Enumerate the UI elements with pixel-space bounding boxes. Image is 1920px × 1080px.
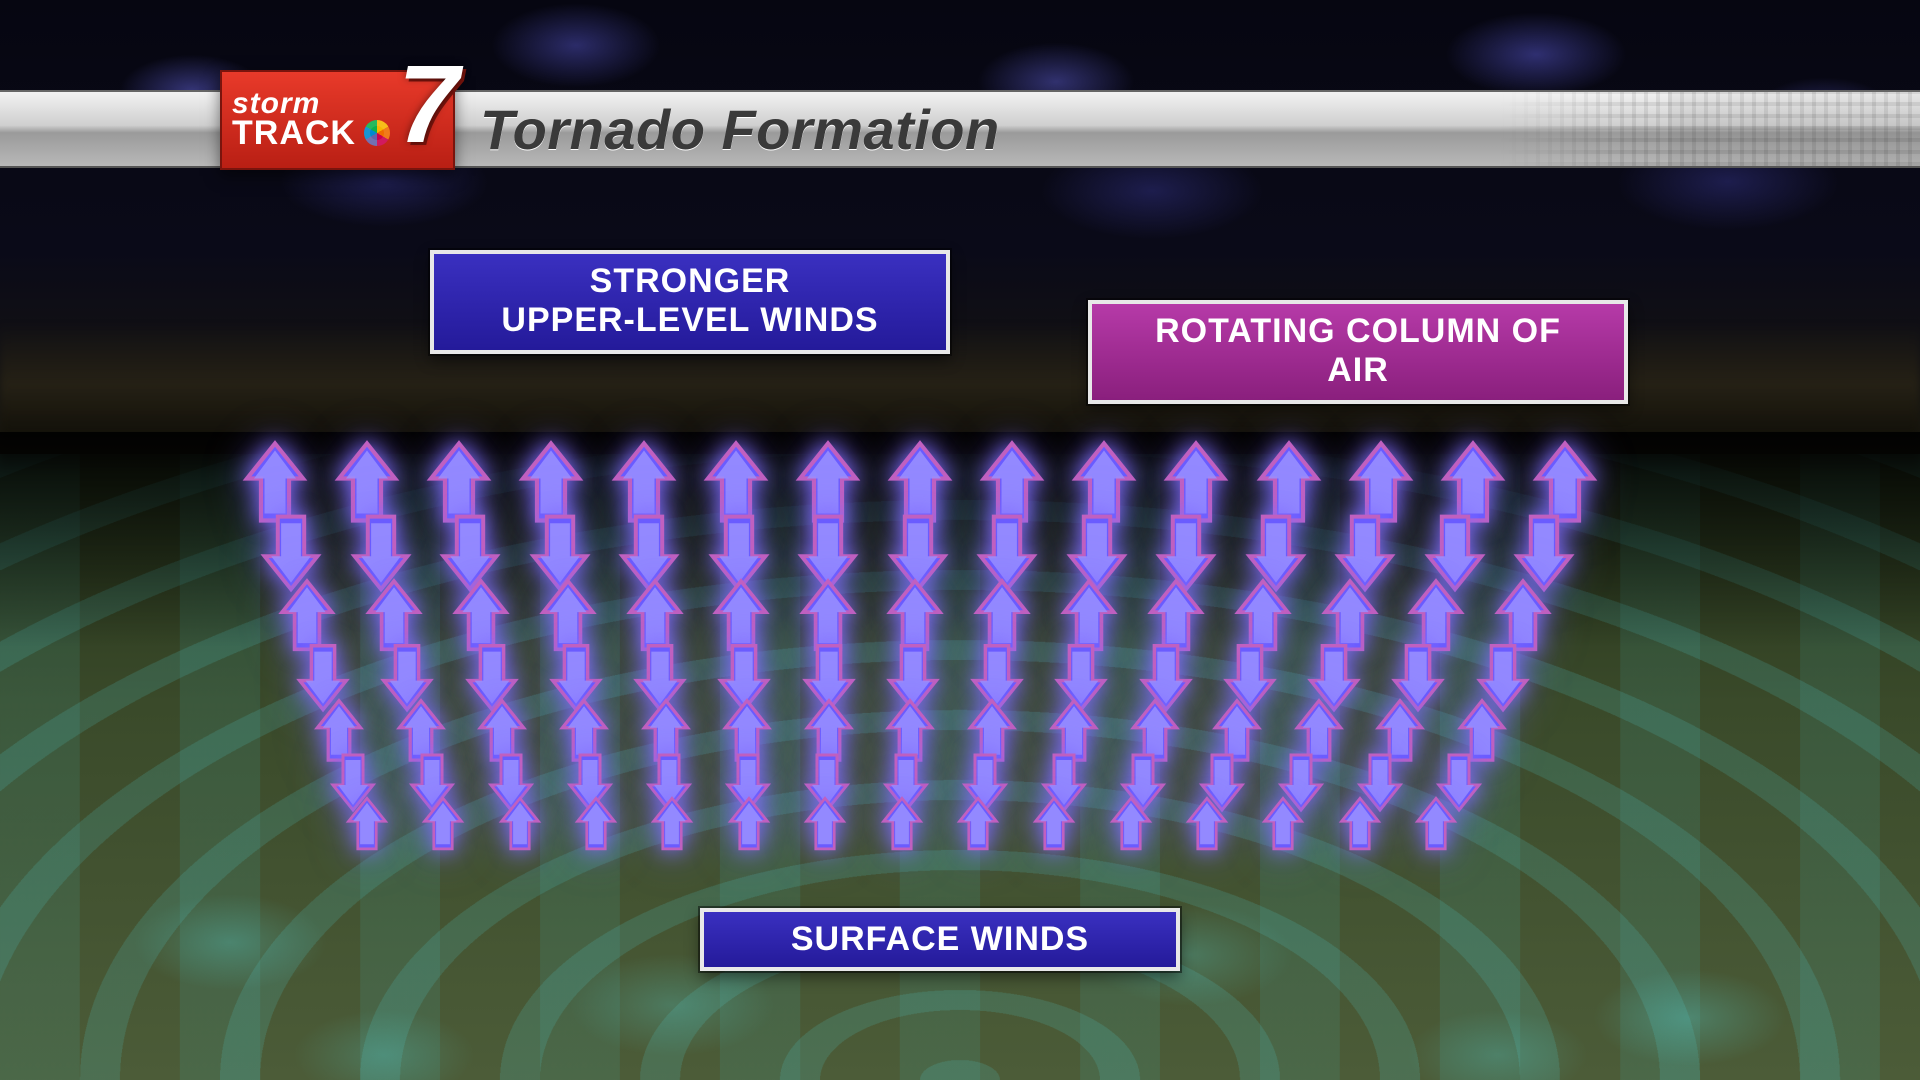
arrow-up-icon — [497, 796, 543, 854]
arrow-up-icon — [1184, 796, 1230, 854]
arrow-up-icon — [573, 796, 619, 854]
title-bar: storm TRACK 7 Tornado Formation — [0, 90, 1920, 168]
logo-seven-text: 7 — [398, 64, 459, 147]
storm-track-logo: storm TRACK 7 — [220, 70, 455, 170]
arrow-up-icon — [1108, 796, 1154, 854]
stage: storm TRACK 7 Tornado Formation STRONGER… — [0, 0, 1920, 1080]
arrow-up-icon — [1260, 796, 1306, 854]
arrow-up-icon — [1337, 796, 1383, 854]
label-upper-line2: UPPER-LEVEL WINDS — [456, 301, 924, 340]
arrow-up-icon — [726, 796, 772, 854]
arrow-up-icon — [420, 796, 466, 854]
arrow-up-icon — [344, 796, 390, 854]
label-rotating-line1: ROTATING COLUMN OF — [1114, 312, 1602, 351]
arrow-up-icon — [1031, 796, 1077, 854]
arrow-up-icon — [879, 796, 925, 854]
label-upper-winds: STRONGER UPPER-LEVEL WINDS — [430, 250, 950, 354]
label-rotating-column: ROTATING COLUMN OF AIR — [1088, 300, 1628, 404]
arrow-up-icon — [955, 796, 1001, 854]
label-surface-line1: SURFACE WINDS — [726, 920, 1154, 959]
arrow-up-icon — [649, 796, 695, 854]
graphic-title: Tornado Formation — [480, 97, 1000, 162]
arrow-up-icon — [1413, 796, 1459, 854]
logo-track-text: TRACK — [232, 117, 356, 149]
arrow-row — [344, 796, 1459, 854]
label-surface-winds: SURFACE WINDS — [700, 908, 1180, 971]
label-rotating-line2: AIR — [1114, 351, 1602, 390]
nbc-peacock-icon — [364, 120, 390, 146]
label-upper-line1: STRONGER — [456, 262, 924, 301]
arrow-up-icon — [802, 796, 848, 854]
rotating-arrow-cylinder — [240, 440, 1600, 860]
